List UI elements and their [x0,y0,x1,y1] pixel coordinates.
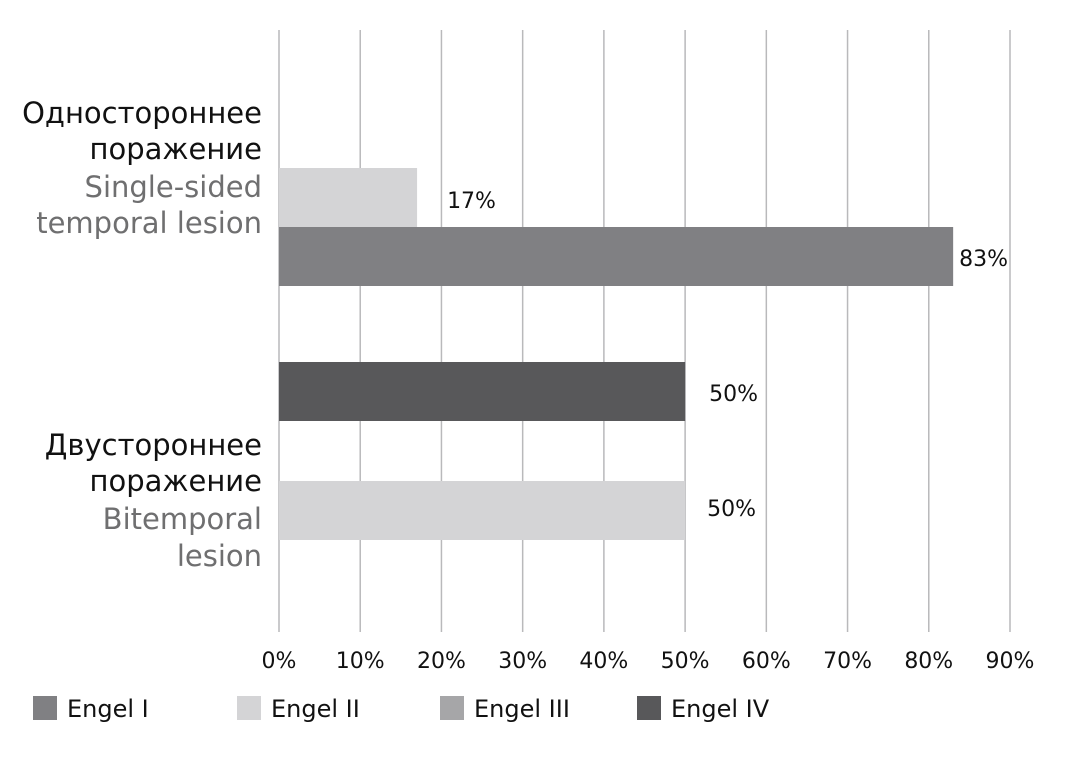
data-labels: 17% 83% 50% 50% [447,189,1008,522]
bar-engel-ii [279,481,686,540]
data-label: 50% [709,382,758,407]
legend-label: Engel II [271,695,360,723]
x-tick-label: 70% [823,649,872,674]
category-label-single-sided: Одностороннее поражение Single-sided tem… [22,96,262,240]
x-tick-label: 20% [417,649,466,674]
bars [279,168,954,540]
data-label: 50% [707,497,756,522]
legend-swatch [440,696,464,720]
category-label-en-line1: Single-sided [85,170,262,204]
category-label-ru-line2: поражение [90,132,263,166]
category-label-en-line1: Bitemporal [103,502,262,536]
x-tick-label: 40% [579,649,628,674]
x-tick-label: 50% [661,649,710,674]
legend-label: Engel III [474,695,570,723]
data-label: 17% [447,189,496,214]
category-label-en-line2: lesion [177,539,262,573]
x-tick-label: 10% [336,649,385,674]
x-tick-label: 80% [904,649,953,674]
legend-swatch [637,696,661,720]
x-tick-label: 30% [498,649,547,674]
legend-label: Engel IV [671,695,770,723]
category-label-ru-line1: Одностороннее [22,96,262,130]
bar-engel-iv [279,362,686,421]
legend: Engel I Engel II Engel III Engel IV [33,695,770,723]
legend-swatch [237,696,261,720]
legend-label: Engel I [67,695,149,723]
x-tick-label: 60% [742,649,791,674]
legend-swatch [33,696,57,720]
category-label-ru-line1: Двустороннее [45,428,262,462]
category-label-bitemporal: Двустороннее поражение Bitemporal lesion [45,428,262,573]
category-label-en-line2: temporal lesion [36,206,262,240]
x-tick-label: 0% [262,649,297,674]
category-label-ru-line2: поражение [90,464,263,498]
x-axis-ticks: 0% 10% 20% 30% 40% 50% 60% 70% 80% 90% [262,649,1035,674]
data-label: 83% [959,247,1008,272]
gridlines [278,30,1011,632]
x-tick-label: 90% [986,649,1035,674]
bar-engel-i [279,227,954,286]
bar-engel-ii [279,168,418,227]
